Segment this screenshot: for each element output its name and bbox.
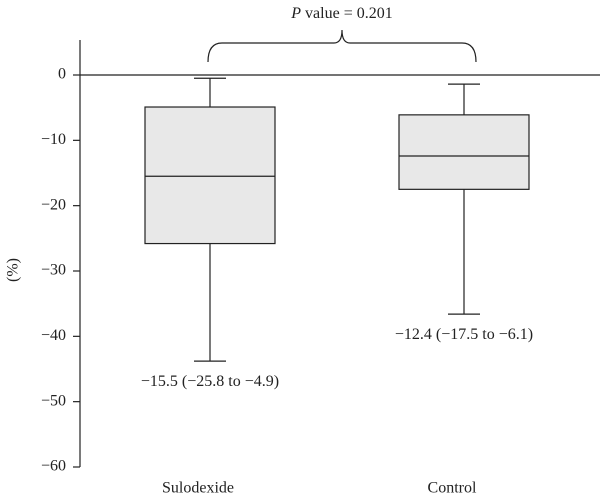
bracket	[207, 29, 477, 63]
x-tick-label: Control	[428, 480, 477, 497]
y-axis-label: (%)	[5, 258, 22, 282]
y-tick-label: −50	[41, 392, 66, 409]
y-tick-label: −60	[41, 458, 66, 475]
p-value-annotation: P value = 0.201	[290, 5, 392, 22]
x-tick-label: Sulodexide	[162, 480, 234, 497]
box	[398, 114, 530, 190]
y-tick-label: −40	[41, 327, 66, 344]
y-tick-label: −10	[41, 131, 66, 148]
p-value-text: value = 0.201	[305, 5, 393, 22]
box	[144, 106, 276, 245]
box-label: −12.4 (−17.5 to −6.1)	[395, 326, 533, 343]
y-tick-label: 0	[58, 66, 66, 83]
p-symbol: P	[290, 5, 301, 22]
box-label: −15.5 (−25.8 to −4.9)	[141, 373, 279, 390]
y-tick-label: −20	[41, 196, 66, 213]
y-tick-label: −30	[41, 262, 66, 279]
